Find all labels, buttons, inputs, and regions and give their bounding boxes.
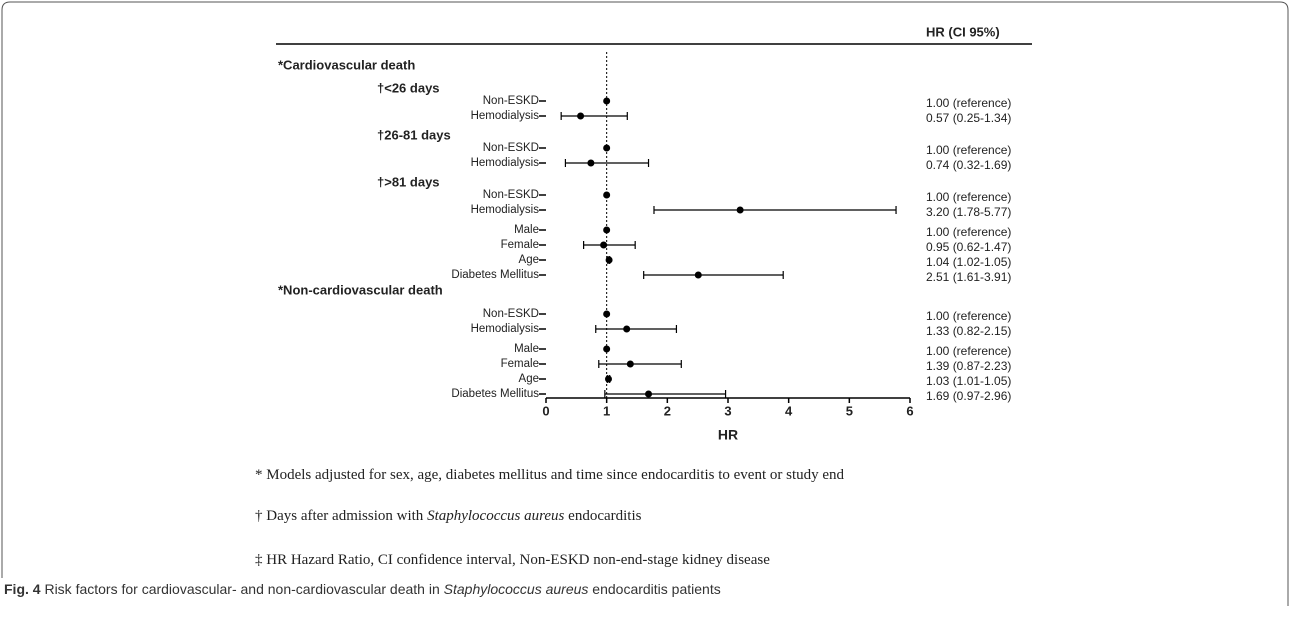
group-title: †26-81 days <box>377 127 451 142</box>
value-label: 1.00 (reference) <box>926 190 1011 204</box>
point-estimate <box>603 310 611 318</box>
value-label: 0.95 (0.62-1.47) <box>926 240 1011 254</box>
x-tick-label: 0 <box>542 403 549 418</box>
value-label: 1.04 (1.02-1.05) <box>926 255 1011 269</box>
row-label: Hemodialysis <box>471 157 540 169</box>
row-label: Non-ESKD <box>483 189 539 201</box>
point-estimate <box>623 325 631 333</box>
row-label: Non-ESKD <box>483 308 539 320</box>
frame <box>1 1 1289 606</box>
row-label: Male <box>514 224 539 236</box>
footnote: ‡ HR Hazard Ratio, CI confidence interva… <box>255 552 770 569</box>
value-label: 1.69 (0.97-2.96) <box>926 389 1011 403</box>
row-label: Hemodialysis <box>471 204 540 216</box>
point-estimate <box>736 206 744 214</box>
point-estimate <box>603 345 611 353</box>
text-run: ‡ HR Hazard Ratio, CI confidence interva… <box>255 552 770 568</box>
row-label: Female <box>501 358 539 370</box>
footnote: * Models adjusted for sex, age, diabetes… <box>255 467 844 484</box>
value-label: 1.00 (reference) <box>926 344 1011 358</box>
text-run: Fig. 4 <box>4 581 41 597</box>
point-estimate <box>600 241 608 249</box>
row-label: Non-ESKD <box>483 142 539 154</box>
caption: Fig. 4 Risk factors for cardiovascular- … <box>4 581 721 597</box>
value-label: 1.00 (reference) <box>926 309 1011 323</box>
row-label: Non-ESKD <box>483 95 539 107</box>
x-tick-label: 6 <box>906 403 913 418</box>
row-label: Diabetes Mellitus <box>451 269 539 281</box>
point-estimate <box>694 271 702 279</box>
group-title: †>81 days <box>377 174 440 189</box>
value-label: 1.00 (reference) <box>926 143 1011 157</box>
point-estimate <box>587 159 595 167</box>
value-label: 1.03 (1.01-1.05) <box>926 374 1011 388</box>
section-title: *Cardiovascular death <box>278 57 415 72</box>
row-label: Age <box>519 373 539 385</box>
x-tick-label: 2 <box>664 403 671 418</box>
point-estimate <box>603 144 611 152</box>
text-run: endocarditis <box>564 508 642 524</box>
point-estimate <box>603 97 611 105</box>
value-label: 1.00 (reference) <box>926 225 1011 239</box>
x-tick-label: 5 <box>846 403 853 418</box>
text-run: Staphylococcus aureus <box>427 508 565 524</box>
x-axis-label: HR <box>718 427 738 443</box>
point-estimate <box>603 226 611 234</box>
x-tick-label: 1 <box>603 403 610 418</box>
section-title: *Non-cardiovascular death <box>278 282 443 297</box>
x-tick-label: 4 <box>785 403 793 418</box>
point-estimate <box>626 360 634 368</box>
point-estimate <box>603 191 611 199</box>
point-estimate <box>605 256 613 264</box>
value-label: 0.57 (0.25-1.34) <box>926 111 1011 125</box>
value-label: 1.33 (0.82-2.15) <box>926 324 1011 338</box>
row-label: Diabetes Mellitus <box>451 388 539 400</box>
value-label: 2.51 (1.61-3.91) <box>926 270 1011 284</box>
row-label: Age <box>519 254 539 266</box>
row-label: Female <box>501 239 539 251</box>
text-run: * Models adjusted for sex, age, diabetes… <box>255 467 845 483</box>
row-label: Hemodialysis <box>471 110 540 122</box>
x-tick-label: 3 <box>724 403 731 418</box>
footnote: † Days after admission with Staphylococc… <box>255 508 641 525</box>
value-label: 1.39 (0.87-2.23) <box>926 359 1011 373</box>
text-run: Staphylococcus aureus <box>443 581 589 597</box>
column-header: HR (CI 95%) <box>926 24 1000 39</box>
point-estimate <box>645 390 653 398</box>
row-label: Hemodialysis <box>471 323 540 335</box>
value-label: 1.00 (reference) <box>926 96 1011 110</box>
point-estimate <box>604 375 612 383</box>
point-estimate <box>577 112 585 120</box>
value-label: 3.20 (1.78-5.77) <box>926 205 1011 219</box>
text-run: Risk factors for cardiovascular- and non… <box>40 581 444 597</box>
value-label: 0.74 (0.32-1.69) <box>926 158 1011 172</box>
row-label: Male <box>514 343 539 355</box>
text-run: endocarditis patients <box>588 581 721 597</box>
text-run: † Days after admission with <box>255 508 428 524</box>
group-title: †<26 days <box>377 80 440 95</box>
